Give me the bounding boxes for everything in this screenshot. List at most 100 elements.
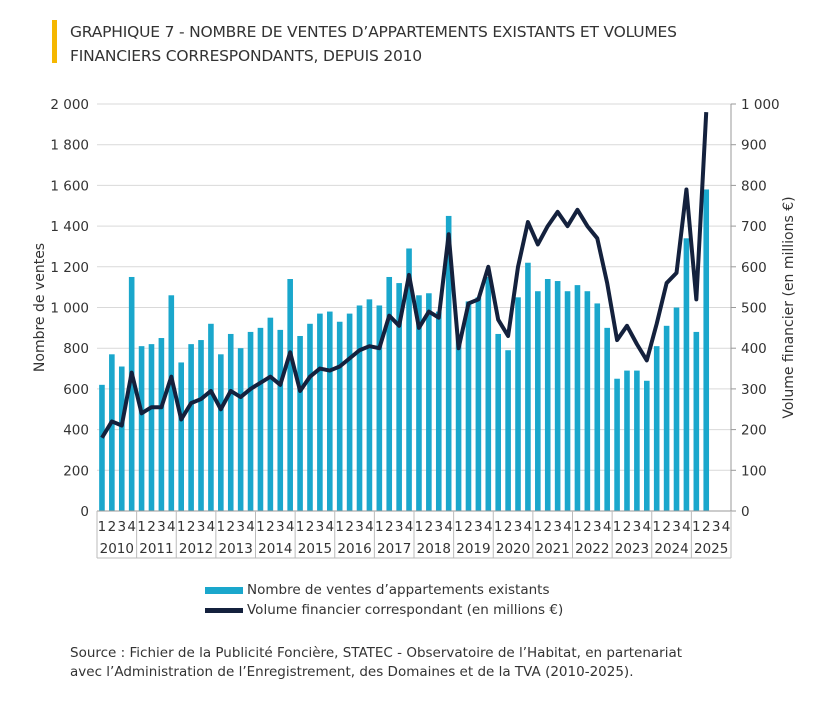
y-tick-label: 1 800 xyxy=(50,138,89,154)
y-tick-label: 2 000 xyxy=(50,97,89,113)
year-label: 2022 xyxy=(575,541,609,557)
quarter-label: 2 xyxy=(662,519,671,535)
bar xyxy=(485,276,492,511)
legend-item-line: Volume financier correspondant (en milli… xyxy=(205,600,563,620)
bar xyxy=(198,340,204,511)
title-line-1: GRAPHIQUE 7 - NOMBRE DE VENTES D’APPARTE… xyxy=(70,23,677,41)
bar xyxy=(554,281,561,511)
bar xyxy=(168,295,175,511)
quarter-label: 1 xyxy=(256,519,265,535)
bar xyxy=(465,301,472,511)
y2-tick-label: 600 xyxy=(741,260,767,276)
quarter-label: 4 xyxy=(405,519,414,535)
year-label: 2017 xyxy=(377,541,411,557)
quarter-label: 3 xyxy=(395,519,404,535)
quarter-label: 3 xyxy=(197,519,206,535)
bar xyxy=(634,370,640,511)
bar xyxy=(594,303,601,511)
bar xyxy=(525,262,531,511)
bar xyxy=(326,311,333,511)
quarter-label: 1 xyxy=(335,519,344,535)
bar xyxy=(109,354,115,511)
quarter-label: 3 xyxy=(355,519,364,535)
chart-title: GRAPHIQUE 7 - NOMBRE DE VENTES D’APPARTE… xyxy=(70,20,677,68)
source-line-2: avec l’Administration de l’Enregistremen… xyxy=(70,664,634,680)
bar xyxy=(218,354,224,511)
y-tick-label: 800 xyxy=(63,341,89,357)
year-label: 2020 xyxy=(496,541,530,557)
quarter-label: 3 xyxy=(117,519,126,535)
bar xyxy=(346,313,353,511)
quarter-label: 3 xyxy=(633,519,642,535)
bar xyxy=(158,338,165,511)
bar xyxy=(396,283,402,511)
quarter-label: 1 xyxy=(296,519,305,535)
bar xyxy=(188,344,194,511)
legend: Nombre de ventes d’appartements existant… xyxy=(205,580,563,620)
legend-swatch-line xyxy=(205,607,243,613)
bar xyxy=(148,344,155,511)
bar xyxy=(475,297,482,511)
bar xyxy=(435,311,442,511)
y-axis-label: Nombre de ventes xyxy=(32,243,48,372)
quarter-label: 4 xyxy=(484,519,493,535)
bar xyxy=(297,335,303,511)
bar xyxy=(604,327,610,511)
quarter-label: 2 xyxy=(226,519,235,535)
source-note: Source : Fichier de la Publicité Foncièr… xyxy=(70,644,682,682)
volume-line xyxy=(100,112,709,439)
bar xyxy=(544,279,551,511)
quarter-label: 1 xyxy=(652,519,661,535)
title-line-2: FINANCIERS CORRESPONDANTS, DEPUIS 2010 xyxy=(70,47,422,65)
year-label: 2021 xyxy=(536,541,570,557)
quarter-label: 1 xyxy=(692,519,701,535)
quarter-label: 3 xyxy=(474,519,483,535)
quarter-label: 2 xyxy=(543,519,552,535)
year-label: 2019 xyxy=(456,541,490,557)
legend-label-line: Volume financier correspondant (en milli… xyxy=(247,602,564,618)
source-line-1: Source : Fichier de la Publicité Foncièr… xyxy=(70,645,683,661)
bar xyxy=(683,238,690,511)
bar xyxy=(455,335,462,511)
quarter-label: 1 xyxy=(573,519,582,535)
bar xyxy=(624,370,630,511)
quarter-label: 2 xyxy=(702,519,711,535)
quarter-label: 3 xyxy=(712,519,721,535)
quarter-label: 1 xyxy=(613,519,622,535)
quarter-label: 4 xyxy=(286,519,295,535)
bar xyxy=(128,276,135,511)
quarter-label: 4 xyxy=(682,519,691,535)
quarter-label: 3 xyxy=(276,519,285,535)
quarter-label: 2 xyxy=(345,519,354,535)
y-tick-label: 1 600 xyxy=(50,178,89,194)
y2-tick-label: 1 000 xyxy=(741,97,780,113)
y-tick-label: 600 xyxy=(63,382,89,398)
y2-tick-label: 400 xyxy=(741,341,767,357)
bar xyxy=(178,362,185,511)
bar xyxy=(614,378,620,511)
year-label: 2011 xyxy=(139,541,173,557)
bar xyxy=(237,348,244,511)
bar xyxy=(673,307,680,511)
quarter-label: 4 xyxy=(524,519,533,535)
quarter-label: 1 xyxy=(454,519,463,535)
y2-tick-label: 500 xyxy=(741,301,767,317)
quarter-label: 1 xyxy=(534,519,543,535)
quarter-label: 2 xyxy=(306,519,315,535)
bar xyxy=(138,346,145,511)
y2-tick-label: 800 xyxy=(741,178,767,194)
bar xyxy=(307,323,313,511)
quarter-label: 3 xyxy=(593,519,602,535)
year-label: 2024 xyxy=(654,541,688,557)
bar xyxy=(208,323,214,511)
y-tick-label: 1 400 xyxy=(50,219,89,235)
bar xyxy=(584,291,591,511)
quarter-label: 3 xyxy=(434,519,443,535)
quarter-label: 4 xyxy=(722,519,731,535)
bar xyxy=(426,293,432,511)
bar xyxy=(515,297,521,511)
quarter-label: 4 xyxy=(444,519,453,535)
quarter-label: 1 xyxy=(98,519,107,535)
bar xyxy=(693,331,700,511)
